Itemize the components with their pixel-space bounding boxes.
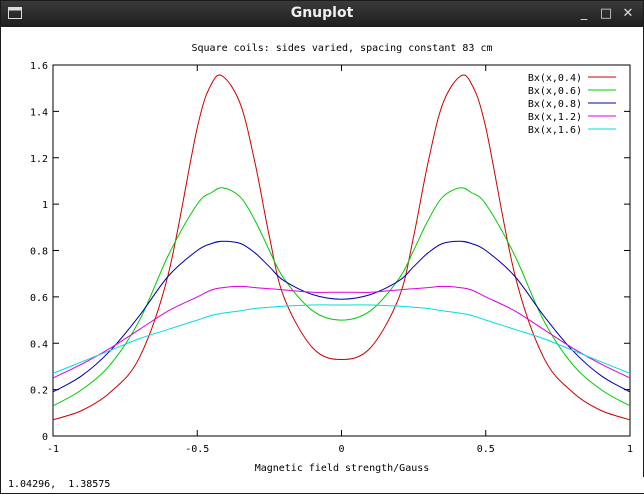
axis-ticks: -1 -0.5 0 0.5 1 0 0.2 0.4 0.6 0.8 1 1.2 1.4 1.6 [30, 61, 633, 455]
y-tick-label: 0.2 [30, 386, 48, 397]
y-tick-label: 0 [42, 432, 48, 443]
legend-label: Bx(x,0.6) [528, 86, 582, 97]
series-line-5 [52, 304, 631, 374]
y-tick-label: 1.2 [30, 154, 48, 165]
close-button[interactable]: ✕ [622, 6, 634, 21]
y-tick-label: 1.6 [30, 61, 48, 72]
series-lines [52, 74, 631, 421]
series-line-4 [52, 285, 631, 379]
window-menu-icon[interactable] [8, 7, 22, 19]
plot-area[interactable]: Square coils: sides varied, spacing cons… [2, 27, 644, 481]
window-title: Gnuplot [290, 5, 354, 21]
y-tick-label: 1 [42, 200, 48, 211]
x-tick-label: -0.5 [185, 444, 209, 455]
line-chart[interactable]: Square coils: sides varied, spacing cons… [2, 27, 644, 477]
minimize-button[interactable]: _ [580, 6, 588, 21]
title-bar[interactable]: Gnuplot _ □ ✕ [1, 1, 643, 27]
legend: Bx(x,0.4) Bx(x,0.6) Bx(x,0.8) Bx(x,1.2) Bx(x… [528, 73, 616, 136]
x-tick-label: 0 [338, 444, 344, 455]
legend-label: Bx(x,1.2) [528, 112, 582, 123]
x-tick-label: 1 [627, 444, 633, 455]
cursor-coordinates: 1.04296, 1.38575 [8, 479, 111, 490]
series-line-2 [52, 187, 631, 407]
y-tick-label: 0.6 [30, 293, 48, 304]
y-tick-label: 0.4 [30, 339, 48, 350]
chart-title: Square coils: sides varied, spacing cons… [191, 43, 492, 54]
y-tick-label: 0.8 [30, 247, 48, 258]
x-tick-label: -1 [47, 444, 59, 455]
legend-label: Bx(x,1.6) [528, 125, 582, 136]
series-line-3 [52, 240, 631, 393]
status-bar: 1.04296, 1.38575 [2, 477, 644, 493]
x-axis-label: Magnetic field strength/Gauss [255, 463, 430, 474]
maximize-button[interactable]: □ [599, 6, 613, 21]
legend-label: Bx(x,0.4) [528, 73, 582, 84]
x-tick-label: 0.5 [477, 444, 495, 455]
y-tick-label: 1.4 [30, 107, 48, 118]
legend-label: Bx(x,0.8) [528, 99, 582, 110]
